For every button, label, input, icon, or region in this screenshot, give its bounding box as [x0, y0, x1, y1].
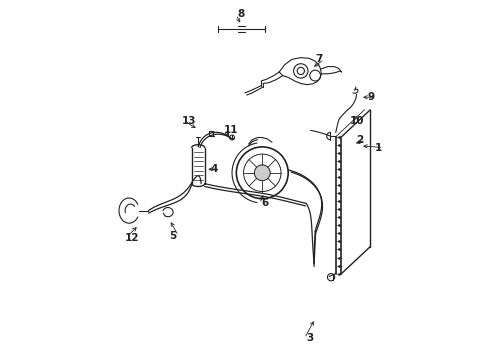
Text: 2: 2 [357, 135, 364, 145]
Text: 9: 9 [368, 92, 374, 102]
Text: 12: 12 [124, 233, 139, 243]
Text: 13: 13 [182, 116, 196, 126]
Text: 1: 1 [374, 143, 382, 153]
Text: 8: 8 [238, 9, 245, 19]
Text: 4: 4 [211, 164, 218, 174]
Text: 6: 6 [261, 198, 269, 208]
Text: 11: 11 [223, 125, 238, 135]
Text: 10: 10 [349, 116, 364, 126]
Text: 5: 5 [170, 231, 176, 241]
Circle shape [254, 165, 270, 181]
Text: 3: 3 [306, 333, 314, 343]
Text: 7: 7 [315, 54, 322, 64]
